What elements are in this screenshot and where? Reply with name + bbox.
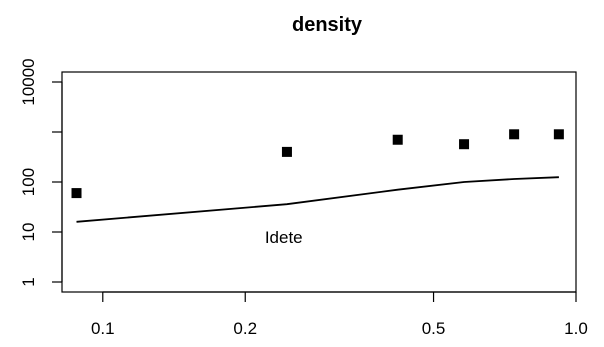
chart-title: density xyxy=(292,14,363,36)
data-point xyxy=(553,129,564,140)
x-tick-label: 0.5 xyxy=(422,319,446,338)
annotation-label: Idete xyxy=(265,228,303,247)
data-point xyxy=(71,188,82,199)
x-tick-label: 1.0 xyxy=(564,319,588,338)
y-tick-label: 10 xyxy=(19,223,38,242)
y-tick-label: 10000 xyxy=(19,58,38,105)
plot-frame xyxy=(61,71,577,293)
y-tick-label: 100 xyxy=(19,168,38,196)
data-point xyxy=(281,146,292,157)
plot-marks xyxy=(71,129,564,223)
data-point xyxy=(459,139,470,150)
y-tick-label: 1 xyxy=(19,277,38,286)
x-tick-label: 0.1 xyxy=(91,319,115,338)
data-point xyxy=(392,134,403,145)
x-tick-label: 0.2 xyxy=(233,319,257,338)
series-line xyxy=(76,176,559,223)
annotations: Idete xyxy=(265,228,303,247)
axes: 0.1 0.2 0.5 1.0 1 10 100 10000 xyxy=(19,58,588,338)
data-point xyxy=(509,129,520,140)
